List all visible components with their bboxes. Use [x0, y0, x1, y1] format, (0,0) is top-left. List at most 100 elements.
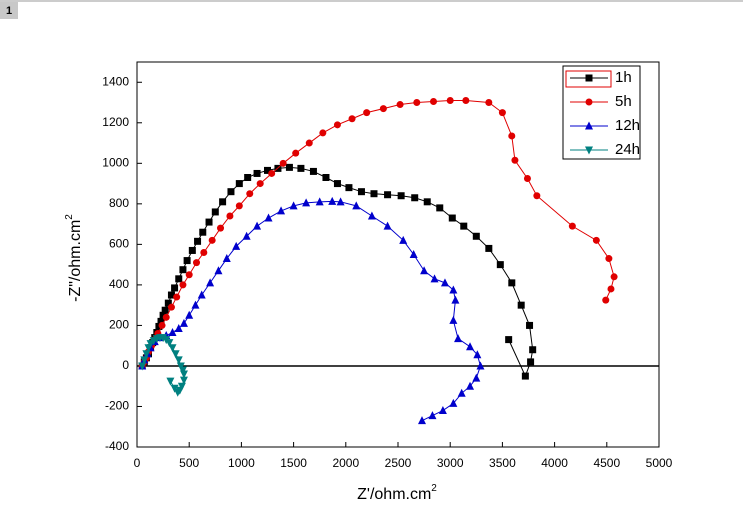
data-point	[138, 362, 147, 371]
y-tick-label: 400	[109, 277, 129, 291]
data-point	[420, 266, 429, 275]
data-point	[264, 166, 271, 174]
data-point	[173, 293, 181, 301]
data-point	[429, 98, 437, 106]
data-point	[174, 323, 183, 332]
data-point	[302, 198, 311, 207]
data-point	[179, 318, 188, 327]
data-point	[498, 109, 506, 117]
data-point	[505, 336, 513, 344]
data-point	[285, 163, 293, 171]
data-point	[142, 350, 151, 359]
page-label-box	[0, 2, 18, 19]
series-line	[141, 100, 615, 367]
data-point	[173, 388, 182, 397]
data-point	[162, 313, 170, 321]
data-point	[171, 350, 180, 359]
data-point	[508, 279, 516, 287]
data-point	[174, 356, 183, 365]
data-point	[168, 328, 177, 337]
data-point	[253, 221, 262, 230]
data-point	[199, 228, 207, 236]
x-axis-title-text: Z'/ohm.cm	[357, 486, 431, 503]
legend-label: 5h	[615, 93, 632, 110]
data-point	[473, 350, 482, 359]
data-point	[158, 321, 166, 329]
data-point	[379, 105, 387, 113]
data-point	[529, 346, 537, 354]
data-point	[193, 259, 201, 267]
x-tick-label: 3000	[437, 456, 464, 470]
x-tick-label: 2500	[385, 456, 412, 470]
data-point	[235, 180, 243, 188]
data-point	[440, 278, 449, 287]
y-axis-title-text: -Z"/ohm.cm	[67, 220, 84, 302]
data-point	[242, 231, 251, 240]
data-point	[226, 212, 234, 220]
data-point	[164, 299, 172, 307]
y-tick-label: 1400	[102, 74, 129, 88]
data-point	[423, 198, 431, 206]
data-point	[397, 192, 405, 200]
data-point	[222, 254, 231, 263]
data-point	[428, 411, 437, 420]
data-point	[305, 139, 313, 147]
data-point	[159, 311, 167, 319]
x-tick-label: 1500	[280, 456, 307, 470]
legend-marker	[585, 98, 593, 106]
data-point	[533, 192, 541, 200]
x-tick-label: 3500	[489, 456, 516, 470]
data-point	[607, 285, 615, 293]
data-point	[175, 275, 183, 283]
data-point	[413, 99, 421, 107]
data-point	[297, 164, 305, 172]
data-point	[292, 149, 300, 157]
data-point	[157, 317, 165, 325]
data-point	[448, 214, 456, 222]
data-point	[466, 342, 475, 351]
y-tick-label: 600	[109, 237, 129, 251]
data-point	[485, 99, 493, 107]
x-tick-label: 4500	[593, 456, 620, 470]
data-point	[418, 416, 427, 425]
data-point	[177, 382, 186, 391]
data-point	[246, 190, 254, 198]
data-point	[217, 224, 225, 232]
data-point	[194, 237, 202, 245]
data-point	[496, 261, 504, 269]
x-tick-label: 0	[134, 456, 141, 470]
series-line	[141, 200, 481, 422]
x-tick-label: 4000	[541, 456, 568, 470]
data-point	[159, 334, 168, 343]
data-point	[166, 377, 175, 386]
legend-marker	[585, 121, 593, 130]
data-point	[336, 197, 345, 206]
data-point	[179, 281, 187, 289]
data-point	[476, 361, 485, 370]
data-point	[527, 358, 535, 366]
data-point	[523, 175, 531, 183]
data-point	[168, 344, 177, 353]
data-point	[430, 274, 439, 283]
data-point	[178, 366, 187, 375]
data-point	[472, 373, 481, 382]
y-tick-label: -200	[105, 399, 129, 413]
data-point	[191, 300, 200, 309]
data-point	[197, 290, 206, 299]
data-point	[161, 306, 169, 314]
data-point	[333, 180, 341, 188]
y-tick-label: 1000	[102, 155, 129, 169]
data-point	[309, 167, 317, 175]
data-point	[277, 206, 286, 215]
legend-label: 1h	[615, 69, 632, 86]
data-point	[179, 266, 187, 274]
y-tick-label: 0	[122, 358, 129, 372]
data-point	[333, 121, 341, 129]
data-point	[256, 180, 264, 188]
y-axis-title-sup: 2	[64, 214, 75, 220]
data-point	[165, 339, 174, 348]
data-point	[205, 218, 213, 226]
data-point	[183, 257, 191, 265]
data-point	[602, 296, 610, 304]
data-point	[396, 101, 404, 109]
